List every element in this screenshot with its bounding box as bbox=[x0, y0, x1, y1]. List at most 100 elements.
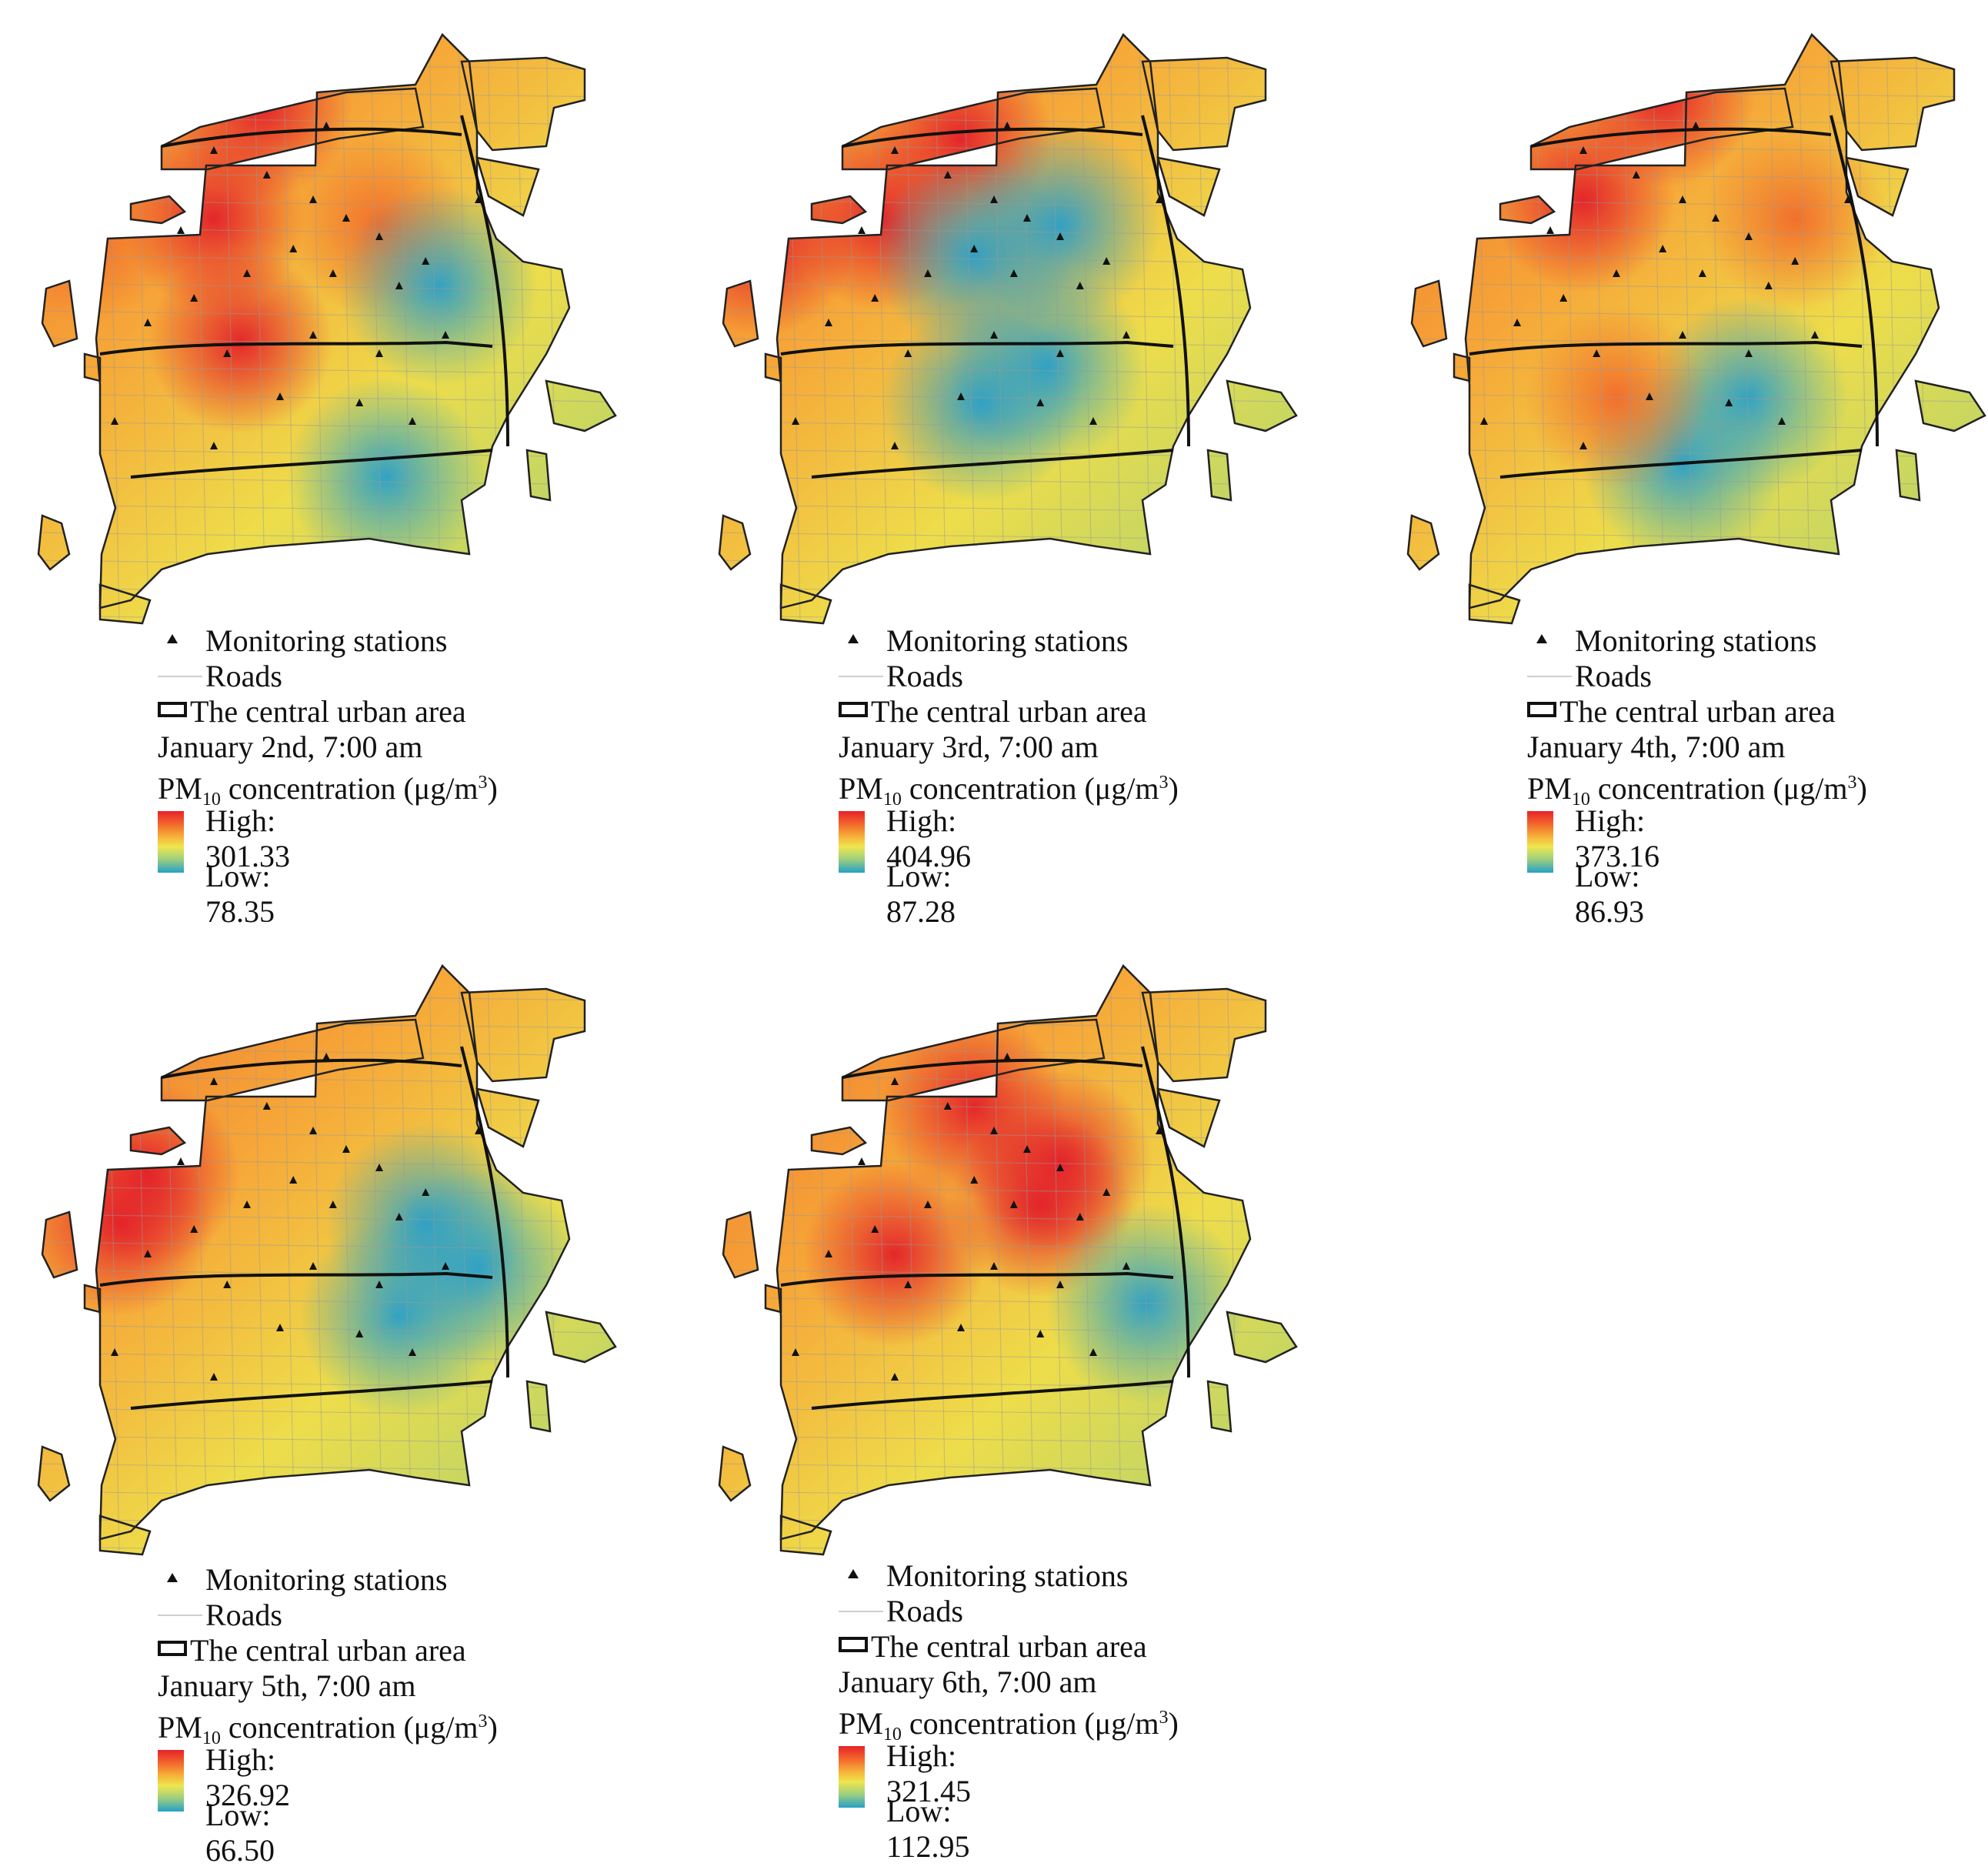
legend-roads: Roads bbox=[205, 1598, 282, 1632]
legend-stations: Monitoring stations bbox=[1575, 623, 1817, 658]
ring-road bbox=[1141, 115, 1190, 447]
monitoring-station-icon bbox=[924, 269, 932, 277]
concentration-hotspot bbox=[285, 377, 486, 577]
monitoring-station-icon bbox=[322, 122, 331, 129]
monitoring-station-icon bbox=[1745, 232, 1753, 240]
monitoring-station-icon bbox=[1056, 1281, 1064, 1288]
district-boundary bbox=[1914, 379, 1986, 432]
monitoring-station-icon bbox=[144, 1250, 152, 1257]
ring-road bbox=[460, 115, 509, 447]
monitoring-station-icon bbox=[871, 1225, 879, 1233]
monitoring-station-icon bbox=[1056, 232, 1064, 240]
monitoring-station-icon bbox=[111, 417, 118, 425]
monitoring-station-icon bbox=[1122, 331, 1130, 339]
legend-roads: Roads bbox=[1575, 659, 1652, 693]
road-line bbox=[719, 1214, 1296, 1223]
district-boundary bbox=[1156, 156, 1221, 217]
road-line bbox=[224, 966, 237, 1554]
district-boundary bbox=[460, 987, 586, 1083]
monitoring-station-icon bbox=[825, 319, 832, 326]
district-boundary bbox=[1156, 1087, 1221, 1148]
road-line bbox=[1652, 35, 1665, 623]
road-line bbox=[38, 1241, 615, 1251]
road-line bbox=[38, 310, 615, 319]
road-line bbox=[876, 35, 889, 623]
road-symbol bbox=[839, 1611, 883, 1612]
monitoring-station-icon bbox=[1036, 399, 1045, 406]
district-boundary bbox=[1226, 1311, 1298, 1364]
district-boundary bbox=[160, 87, 425, 171]
central-urban-area-boundary bbox=[1464, 32, 1940, 609]
monitoring-station-icon bbox=[395, 282, 403, 289]
district-boundary bbox=[1206, 449, 1232, 502]
road-line bbox=[38, 1297, 615, 1306]
legend-high: High: 301.33 bbox=[205, 803, 290, 873]
monitoring-station-icon bbox=[442, 331, 449, 339]
monitoring-station-icon bbox=[309, 1127, 317, 1134]
color-ramp bbox=[158, 811, 184, 873]
district-boundary bbox=[718, 514, 752, 571]
district-boundary bbox=[98, 1514, 152, 1556]
monitoring-station-icon bbox=[309, 195, 317, 203]
monitoring-station-icon bbox=[891, 1373, 899, 1381]
monitoring-station-icon bbox=[792, 1348, 799, 1356]
monitoring-station-icon bbox=[1009, 1200, 1018, 1208]
monitoring-station-icon bbox=[422, 257, 430, 265]
district-boundary bbox=[41, 279, 78, 348]
road-line bbox=[1564, 35, 1577, 623]
road-line bbox=[963, 966, 976, 1554]
legend-pm-title: PM10 concentration (μg/m3) bbox=[158, 771, 498, 810]
monitoring-station-icon bbox=[858, 226, 866, 234]
monitoring-station-icon bbox=[1646, 392, 1653, 400]
monitoring-station-icon bbox=[1679, 331, 1686, 339]
legend-stations: Monitoring stations bbox=[886, 623, 1129, 658]
road-line bbox=[282, 966, 295, 1554]
pm10-map-jan2 bbox=[37, 32, 617, 625]
district-boundary bbox=[83, 1284, 102, 1314]
ring-road bbox=[161, 127, 462, 148]
legend-area: The central urban area bbox=[190, 694, 466, 729]
ring-road bbox=[842, 1058, 1143, 1079]
monitoring-station-icon bbox=[1480, 417, 1488, 425]
monitoring-station-icon bbox=[957, 1324, 965, 1331]
road-line bbox=[1408, 255, 1985, 264]
monitoring-station-icon bbox=[1844, 195, 1852, 203]
monitoring-station-icon bbox=[355, 399, 364, 406]
monitoring-station-icon bbox=[1089, 1348, 1097, 1356]
road-line bbox=[1593, 35, 1606, 623]
color-ramp bbox=[158, 1750, 184, 1812]
monitoring-station-icon bbox=[1156, 1127, 1163, 1134]
legend-date: January 4th, 7:00 am bbox=[1527, 730, 1786, 764]
monitoring-station-icon bbox=[422, 1188, 430, 1196]
monitoring-station-icon bbox=[904, 349, 912, 357]
ring-road bbox=[1530, 127, 1832, 148]
district-boundary bbox=[764, 1284, 782, 1314]
district-boundary bbox=[98, 583, 152, 625]
district-boundary bbox=[810, 195, 868, 225]
monitoring-station-icon bbox=[1076, 1213, 1084, 1221]
monitoring-station-icon bbox=[1579, 442, 1587, 449]
concentration-hotspot bbox=[339, 186, 539, 386]
road-line bbox=[719, 1297, 1296, 1306]
color-ramp bbox=[1527, 811, 1553, 873]
monitoring-station-icon bbox=[442, 1262, 449, 1270]
district-boundary bbox=[1226, 379, 1298, 432]
monitoring-station-icon bbox=[990, 1127, 998, 1134]
district-boundary bbox=[1141, 56, 1267, 152]
district-boundary bbox=[841, 1018, 1106, 1102]
legend-date: January 2nd, 7:00 am bbox=[158, 730, 423, 764]
monitoring-station-icon bbox=[342, 214, 350, 222]
concentration-hotspot bbox=[38, 1131, 214, 1316]
district-boundary bbox=[1845, 156, 1910, 217]
monitoring-station-icon bbox=[276, 1324, 284, 1331]
monitoring-station-icon bbox=[375, 232, 383, 240]
monitoring-station-icon bbox=[409, 417, 416, 425]
monitoring-station-icon bbox=[1023, 214, 1031, 222]
monitoring-station-icon bbox=[990, 331, 998, 339]
road-line bbox=[253, 35, 266, 623]
legend-area: The central urban area bbox=[871, 1629, 1147, 1664]
concentration-hotspot bbox=[299, 1216, 499, 1416]
station-symbol-icon bbox=[167, 1573, 178, 1582]
road-symbol bbox=[158, 676, 202, 677]
ring-road bbox=[99, 1271, 493, 1287]
